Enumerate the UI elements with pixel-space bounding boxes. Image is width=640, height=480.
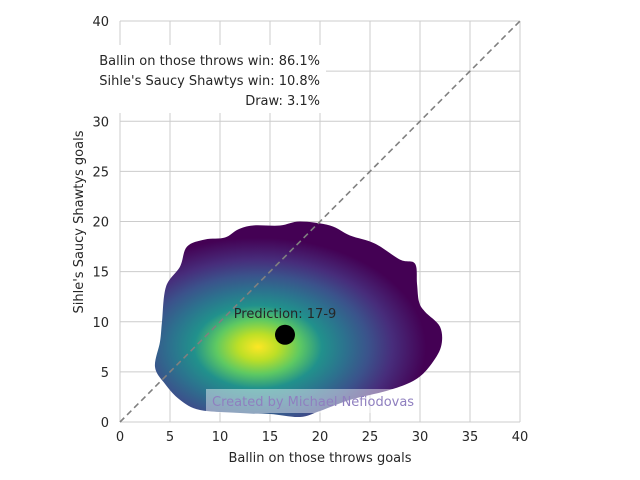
y-tick-label: 40 bbox=[92, 15, 109, 30]
credit-text: Created by Michael Nefiodovas bbox=[212, 395, 414, 410]
legend-line-draw: Draw: 3.1% bbox=[245, 94, 320, 109]
x-tick-label: 35 bbox=[462, 430, 479, 445]
x-tick-label: 20 bbox=[312, 430, 329, 445]
x-tick-label: 10 bbox=[212, 430, 229, 445]
x-axis-label: Ballin on those throws goals bbox=[228, 451, 411, 466]
y-tick-label: 0 bbox=[101, 416, 109, 431]
y-tick-label: 30 bbox=[92, 115, 109, 130]
y-tick-label: 5 bbox=[101, 366, 109, 381]
prediction-point bbox=[275, 324, 295, 345]
prediction-label: Prediction: 17-9 bbox=[234, 307, 337, 322]
x-tick-label: 0 bbox=[116, 430, 124, 445]
legend-box bbox=[78, 45, 326, 113]
density-region bbox=[154, 221, 443, 418]
y-tick-label: 25 bbox=[92, 165, 109, 180]
legend-line-away-win: Sihle's Saucy Shawtys win: 10.8% bbox=[99, 74, 320, 89]
legend-line-home-win: Ballin on those throws win: 86.1% bbox=[99, 54, 320, 69]
x-tick-label: 30 bbox=[412, 430, 429, 445]
y-tick-label: 20 bbox=[92, 216, 109, 231]
x-ticks: 0 5 10 15 20 25 30 35 40 bbox=[116, 430, 528, 445]
x-tick-label: 25 bbox=[362, 430, 379, 445]
x-tick-label: 15 bbox=[262, 430, 279, 445]
y-axis-label: Sihle's Saucy Shawtys goals bbox=[72, 130, 87, 313]
y-tick-label: 15 bbox=[92, 266, 109, 281]
diagonal-line bbox=[119, 20, 521, 423]
credit-box bbox=[206, 389, 409, 413]
x-tick-label: 5 bbox=[166, 430, 174, 445]
y-tick-label: 10 bbox=[92, 316, 109, 331]
x-tick-label: 40 bbox=[512, 430, 529, 445]
